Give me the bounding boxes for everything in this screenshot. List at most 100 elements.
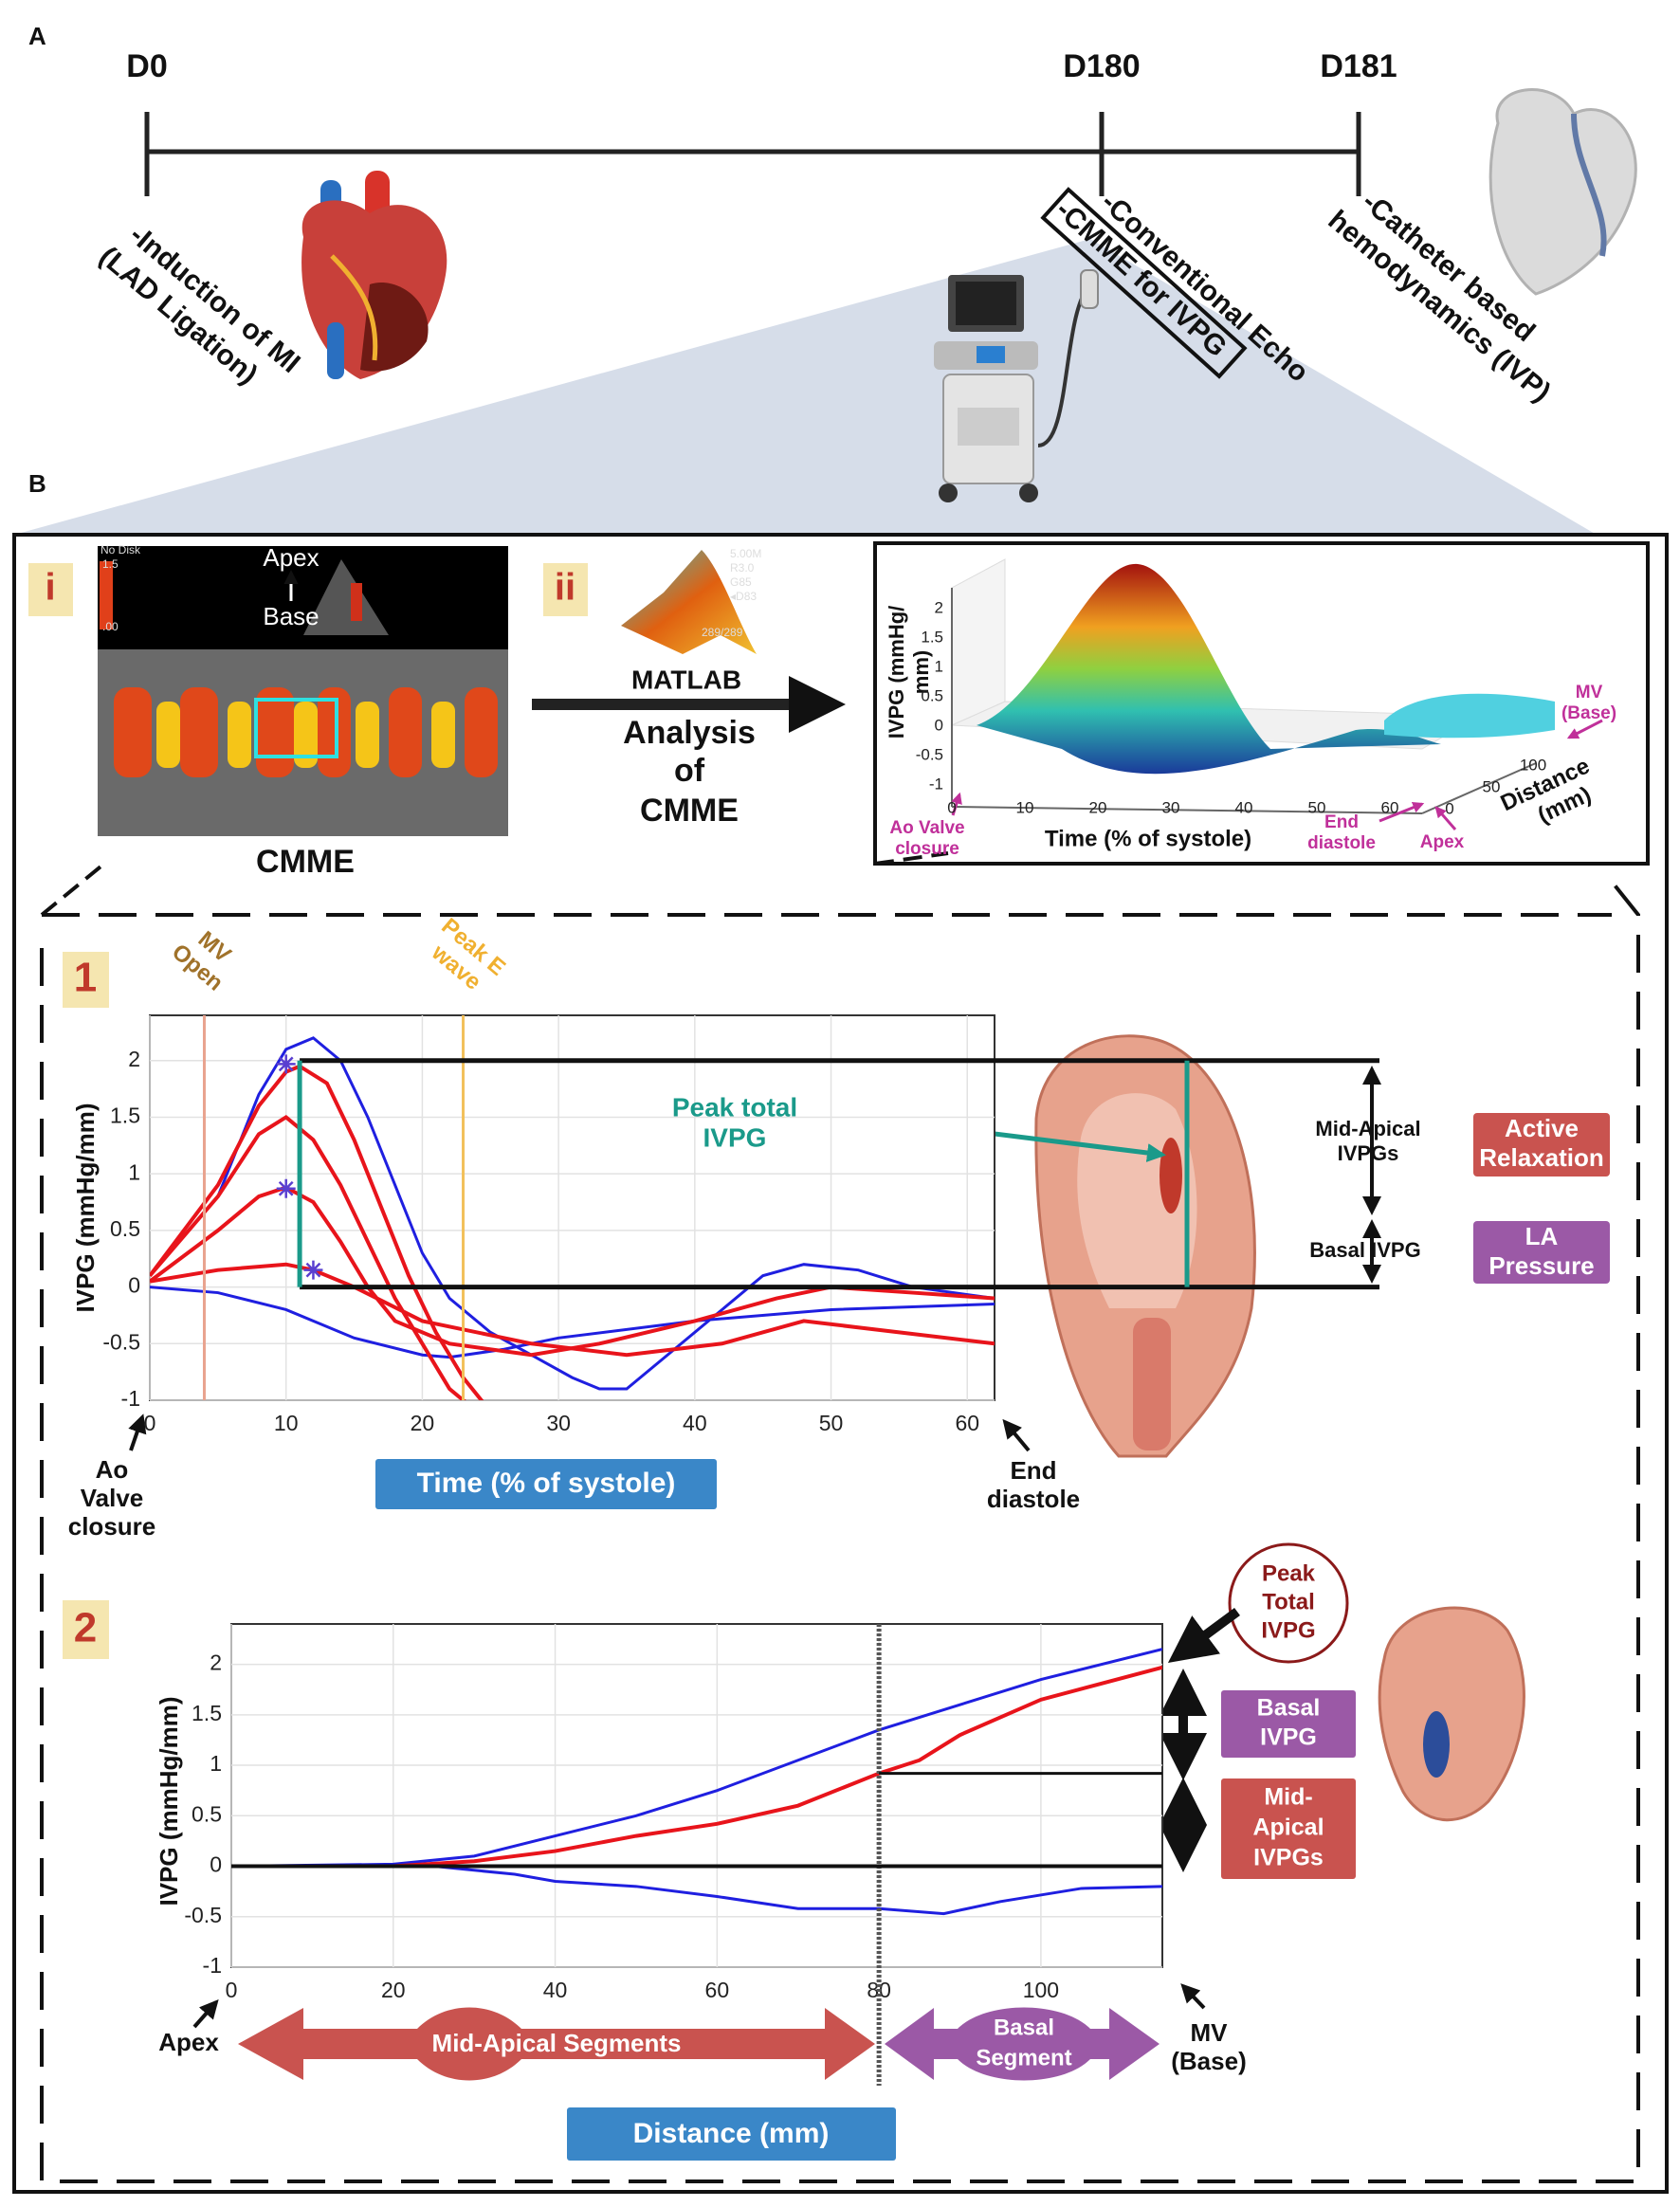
tick-label: -1 bbox=[929, 775, 943, 793]
heart-illustration-small bbox=[1378, 1606, 1525, 1822]
x-tick-label: 60 bbox=[955, 1411, 979, 1435]
pointer-arrow bbox=[1379, 801, 1425, 823]
segment-label: Mid-Apical Segments bbox=[432, 2029, 682, 2057]
panel-label: ii bbox=[555, 567, 575, 609]
series-group bbox=[231, 1648, 1162, 1916]
annotation: Apex bbox=[1420, 832, 1465, 852]
screen-text: 289/289 bbox=[702, 626, 743, 639]
series-line bbox=[150, 1262, 995, 1358]
series-line bbox=[150, 1036, 995, 1391]
screen-text: ◂D83 bbox=[730, 590, 757, 603]
y-tick-label: -1 bbox=[121, 1386, 140, 1411]
label: B bbox=[28, 469, 46, 498]
y-tick-label: -0.5 bbox=[184, 1903, 222, 1927]
pointer-arrow bbox=[192, 1999, 219, 2029]
catheter-heart-icon bbox=[1488, 88, 1637, 296]
zoom-dashed-link bbox=[874, 851, 949, 866]
series-line bbox=[231, 1665, 1162, 1869]
box-label: IVPG bbox=[1260, 1724, 1317, 1751]
pointer-arrow bbox=[951, 792, 962, 816]
annotation: Total bbox=[1262, 1589, 1315, 1614]
annotation: End bbox=[1010, 1456, 1056, 1485]
panel-b-frame bbox=[12, 533, 1669, 2194]
timepoint-label: D0 bbox=[126, 48, 167, 84]
panel-label: i bbox=[45, 567, 55, 609]
panel-label: 2 bbox=[74, 1605, 97, 1651]
cmme-image bbox=[98, 546, 508, 836]
x-axis-title: Distance (mm) bbox=[633, 2118, 830, 2149]
rotated-label: -Induction of MI(LAD Ligation) bbox=[93, 219, 305, 391]
annotation: closure bbox=[68, 1512, 156, 1541]
screen-text: .00 bbox=[102, 620, 119, 633]
label-box bbox=[63, 1600, 109, 1659]
tick-label: 60 bbox=[1381, 798, 1399, 816]
tick-label: 30 bbox=[1162, 798, 1180, 816]
x-tick-label: 30 bbox=[546, 1411, 571, 1435]
y-tick-label: 2 bbox=[128, 1047, 140, 1071]
tick-label: 2 bbox=[935, 598, 943, 616]
mechanism-box bbox=[1221, 1690, 1356, 1758]
screen-text: No Disk bbox=[100, 543, 141, 556]
x-tick-label: 60 bbox=[705, 1978, 730, 2002]
annotation: Valve bbox=[81, 1484, 144, 1512]
tick-label: 0 bbox=[935, 716, 943, 734]
series-line bbox=[150, 1115, 466, 1400]
tick-label: -0.5 bbox=[916, 745, 943, 763]
annotation: MV bbox=[1191, 2018, 1229, 2047]
box-label: Basal bbox=[1257, 1695, 1321, 1722]
box-label: Mid- bbox=[1264, 1784, 1312, 1811]
timepoint-label: D181 bbox=[1320, 48, 1397, 84]
x-tick-label: 0 bbox=[226, 1978, 238, 2002]
y-tick-label: 2 bbox=[210, 1651, 222, 1675]
echo-label: Apex bbox=[263, 543, 319, 572]
y-tick-label: 0.5 bbox=[192, 1801, 222, 1826]
annotation: (Base) bbox=[1171, 2047, 1246, 2075]
label-box bbox=[63, 952, 109, 1008]
series-group bbox=[150, 1036, 995, 1400]
annotation: IVPGs bbox=[1338, 1141, 1399, 1165]
screen-text: 5.00M bbox=[730, 547, 761, 560]
axis-title-box bbox=[567, 2107, 896, 2161]
pointer-arrow bbox=[1566, 719, 1603, 739]
annotation: MV bbox=[1576, 683, 1603, 702]
zoom-dashed-link bbox=[40, 862, 106, 917]
tick-label: 100 bbox=[1520, 756, 1546, 774]
x-tick-label: 0 bbox=[144, 1411, 156, 1435]
series-line bbox=[231, 1865, 1162, 1916]
logo-caption: MATLAB bbox=[631, 665, 741, 694]
annotation: IVPG bbox=[703, 1122, 767, 1152]
matlab-logo bbox=[621, 550, 757, 654]
heart-illustration bbox=[1034, 1034, 1256, 1458]
annotation: closure bbox=[895, 839, 959, 859]
box-label: Active bbox=[1505, 1114, 1579, 1142]
x-tick-label: 50 bbox=[819, 1411, 844, 1435]
callout-circle bbox=[1228, 1542, 1349, 1664]
x-tick-label: 20 bbox=[411, 1411, 435, 1435]
tick-label: 40 bbox=[1235, 798, 1253, 816]
axis-title: mm) bbox=[909, 650, 933, 694]
timepoint-label: D180 bbox=[1063, 48, 1140, 84]
annotation: End bbox=[1324, 812, 1359, 832]
annotation: Ao bbox=[96, 1455, 129, 1484]
axis-title-box bbox=[375, 1459, 717, 1509]
segment-arrow bbox=[885, 2007, 1160, 2081]
event-box bbox=[1040, 187, 1248, 379]
analysis-label: of bbox=[674, 753, 705, 789]
x-tick-label: 20 bbox=[381, 1978, 406, 2002]
annotation: Basal IVPG bbox=[1309, 1238, 1420, 1262]
label-box bbox=[28, 563, 73, 616]
segment-label: Basal bbox=[994, 2015, 1054, 2040]
pointer-arrow bbox=[1167, 1607, 1240, 1663]
x-tick-label: 10 bbox=[274, 1411, 299, 1435]
pointer-arrow bbox=[1434, 806, 1457, 830]
box-label: Relaxation bbox=[1479, 1143, 1604, 1172]
x-axis-title: Time (% of systole) bbox=[417, 1468, 676, 1499]
pointer-arrow bbox=[1002, 1418, 1031, 1452]
box-label: Apical bbox=[1252, 1815, 1324, 1841]
x-tick-label: 100 bbox=[1023, 1978, 1059, 2002]
analysis-label: Analysis bbox=[623, 715, 756, 751]
analysis-label: CMME bbox=[640, 793, 739, 829]
